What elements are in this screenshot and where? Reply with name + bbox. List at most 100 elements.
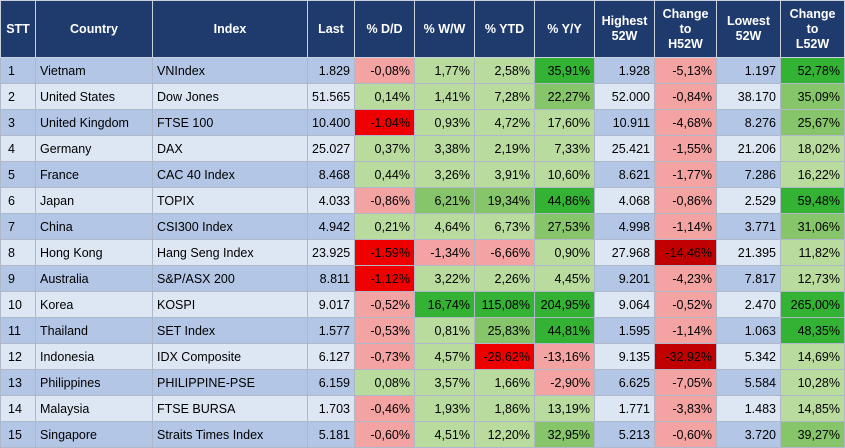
table-cell-highest-52w: 4.998 bbox=[594, 213, 655, 240]
table-cell-lowest-52w: 5.584 bbox=[716, 369, 781, 396]
table-row: 4 Germany DAX 25.027 0,37% 3,38% 2,19% 7,33% 25.… bbox=[0, 135, 845, 162]
table-cell-index: CAC 40 Index bbox=[152, 161, 308, 188]
table-cell-pct-yy: 27,53% bbox=[534, 213, 595, 240]
table-cell-pct-yy: 35,91% bbox=[534, 57, 595, 84]
table-cell-stt: 10 bbox=[0, 291, 36, 318]
column-header-line: Country bbox=[70, 21, 118, 36]
table-cell-pct-dd: -1,12% bbox=[354, 265, 415, 292]
table-cell-pct-ww: 0,81% bbox=[414, 317, 475, 344]
table-cell-pct-ww: 3,38% bbox=[414, 135, 475, 162]
table-cell-highest-52w: 25.421 bbox=[594, 135, 655, 162]
table-cell-pct-dd: -0,60% bbox=[354, 421, 415, 448]
table-cell-pct-ytd: -6,66% bbox=[474, 239, 535, 266]
table-cell-last: 4.033 bbox=[307, 187, 355, 214]
table-cell-pct-yy: 22,27% bbox=[534, 83, 595, 110]
table-cell-index: DAX bbox=[152, 135, 308, 162]
table-cell-last: 8.468 bbox=[307, 161, 355, 188]
table-cell-pct-ytd: 2,19% bbox=[474, 135, 535, 162]
table-cell-pct-ww: 3,57% bbox=[414, 369, 475, 396]
table-cell-change-to-l52w: 18,02% bbox=[780, 135, 845, 162]
table-cell-last: 1.703 bbox=[307, 395, 355, 422]
column-header-pct-dd: % D/D bbox=[354, 0, 415, 58]
table-cell-lowest-52w: 21.395 bbox=[716, 239, 781, 266]
column-header-pct-ww: % W/W bbox=[414, 0, 475, 58]
table-cell-country: Indonesia bbox=[35, 343, 153, 370]
table-cell-pct-ytd: 3,91% bbox=[474, 161, 535, 188]
table-cell-highest-52w: 4.068 bbox=[594, 187, 655, 214]
column-header-change-to-h52w: Change to H52W bbox=[654, 0, 717, 58]
table-cell-pct-dd: -0,46% bbox=[354, 395, 415, 422]
table-cell-index: SET Index bbox=[152, 317, 308, 344]
table-cell-highest-52w: 9.064 bbox=[594, 291, 655, 318]
table-cell-highest-52w: 8.621 bbox=[594, 161, 655, 188]
column-header-line: STT bbox=[6, 21, 30, 36]
column-header-change-to-l52w: Change to L52W bbox=[780, 0, 845, 58]
table-cell-pct-yy: 32,95% bbox=[534, 421, 595, 448]
table-cell-highest-52w: 1.595 bbox=[594, 317, 655, 344]
table-cell-pct-ww: 0,93% bbox=[414, 109, 475, 136]
table-cell-change-to-h52w: -4,23% bbox=[654, 265, 717, 292]
table-cell-lowest-52w: 1.063 bbox=[716, 317, 781, 344]
table-cell-lowest-52w: 38.170 bbox=[716, 83, 781, 110]
table-cell-last: 25.027 bbox=[307, 135, 355, 162]
table-cell-pct-dd: -0,08% bbox=[354, 57, 415, 84]
table-cell-pct-ww: 4,57% bbox=[414, 343, 475, 370]
table-cell-stt: 4 bbox=[0, 135, 36, 162]
table-cell-index: FTSE 100 bbox=[152, 109, 308, 136]
table-cell-lowest-52w: 1.483 bbox=[716, 395, 781, 422]
table-cell-last: 1.577 bbox=[307, 317, 355, 344]
table-cell-last: 23.925 bbox=[307, 239, 355, 266]
table-cell-country: Philippines bbox=[35, 369, 153, 396]
table-cell-index: FTSE BURSA bbox=[152, 395, 308, 422]
table-cell-pct-ytd: -28,62% bbox=[474, 343, 535, 370]
column-header-line: Index bbox=[213, 21, 247, 36]
table-cell-pct-ytd: 7,28% bbox=[474, 83, 535, 110]
table-cell-highest-52w: 9.135 bbox=[594, 343, 655, 370]
table-cell-country: United Kingdom bbox=[35, 109, 153, 136]
table-cell-change-to-l52w: 10,28% bbox=[780, 369, 845, 396]
table-cell-change-to-l52w: 25,67% bbox=[780, 109, 845, 136]
table-cell-pct-ytd: 115,08% bbox=[474, 291, 535, 318]
table-cell-pct-dd: 0,08% bbox=[354, 369, 415, 396]
table-cell-stt: 11 bbox=[0, 317, 36, 344]
table-cell-stt: 6 bbox=[0, 187, 36, 214]
table-cell-change-to-l52w: 35,09% bbox=[780, 83, 845, 110]
table-cell-stt: 1 bbox=[0, 57, 36, 84]
column-header-lowest-52w: Lowest 52W bbox=[716, 0, 781, 58]
table-cell-index: Straits Times Index bbox=[152, 421, 308, 448]
table-row: 5 France CAC 40 Index 8.468 0,44% 3,26% 3,91% 1… bbox=[0, 161, 845, 188]
table-cell-pct-yy: 4,45% bbox=[534, 265, 595, 292]
table-cell-change-to-l52w: 14,69% bbox=[780, 343, 845, 370]
column-header-line: 52W bbox=[735, 29, 762, 43]
table-cell-pct-ytd: 6,73% bbox=[474, 213, 535, 240]
table-cell-lowest-52w: 8.276 bbox=[716, 109, 781, 136]
table-cell-last: 10.400 bbox=[307, 109, 355, 136]
table-cell-lowest-52w: 7.286 bbox=[716, 161, 781, 188]
column-header-line: to bbox=[679, 21, 692, 36]
table-cell-country: Japan bbox=[35, 187, 153, 214]
table-cell-pct-yy: 44,86% bbox=[534, 187, 595, 214]
table-cell-stt: 3 bbox=[0, 109, 36, 136]
column-header-country: Country bbox=[35, 0, 153, 58]
table-cell-stt: 2 bbox=[0, 83, 36, 110]
table-cell-pct-ww: 4,51% bbox=[414, 421, 475, 448]
table-cell-change-to-h52w: -7,05% bbox=[654, 369, 717, 396]
table-cell-country: Korea bbox=[35, 291, 153, 318]
table-cell-highest-52w: 1.771 bbox=[594, 395, 655, 422]
table-cell-index: VNIndex bbox=[152, 57, 308, 84]
table-cell-pct-ytd: 2,26% bbox=[474, 265, 535, 292]
table-cell-pct-ytd: 19,34% bbox=[474, 187, 535, 214]
table-cell-pct-ytd: 2,58% bbox=[474, 57, 535, 84]
table-cell-stt: 5 bbox=[0, 161, 36, 188]
table-row: 11 Thailand SET Index 1.577 -0,53% 0,81% 25,83… bbox=[0, 317, 845, 344]
table-cell-change-to-h52w: -5,13% bbox=[654, 57, 717, 84]
table-cell-change-to-h52w: -32,92% bbox=[654, 343, 717, 370]
column-header-line: Lowest bbox=[726, 14, 771, 28]
table-cell-country: Singapore bbox=[35, 421, 153, 448]
table-cell-pct-dd: -1,59% bbox=[354, 239, 415, 266]
table-cell-index: S&P/ASX 200 bbox=[152, 265, 308, 292]
table-cell-stt: 8 bbox=[0, 239, 36, 266]
table-cell-last: 51.565 bbox=[307, 83, 355, 110]
table-cell-index: PHILIPPINE-PSE bbox=[152, 369, 308, 396]
table-cell-lowest-52w: 21.206 bbox=[716, 135, 781, 162]
